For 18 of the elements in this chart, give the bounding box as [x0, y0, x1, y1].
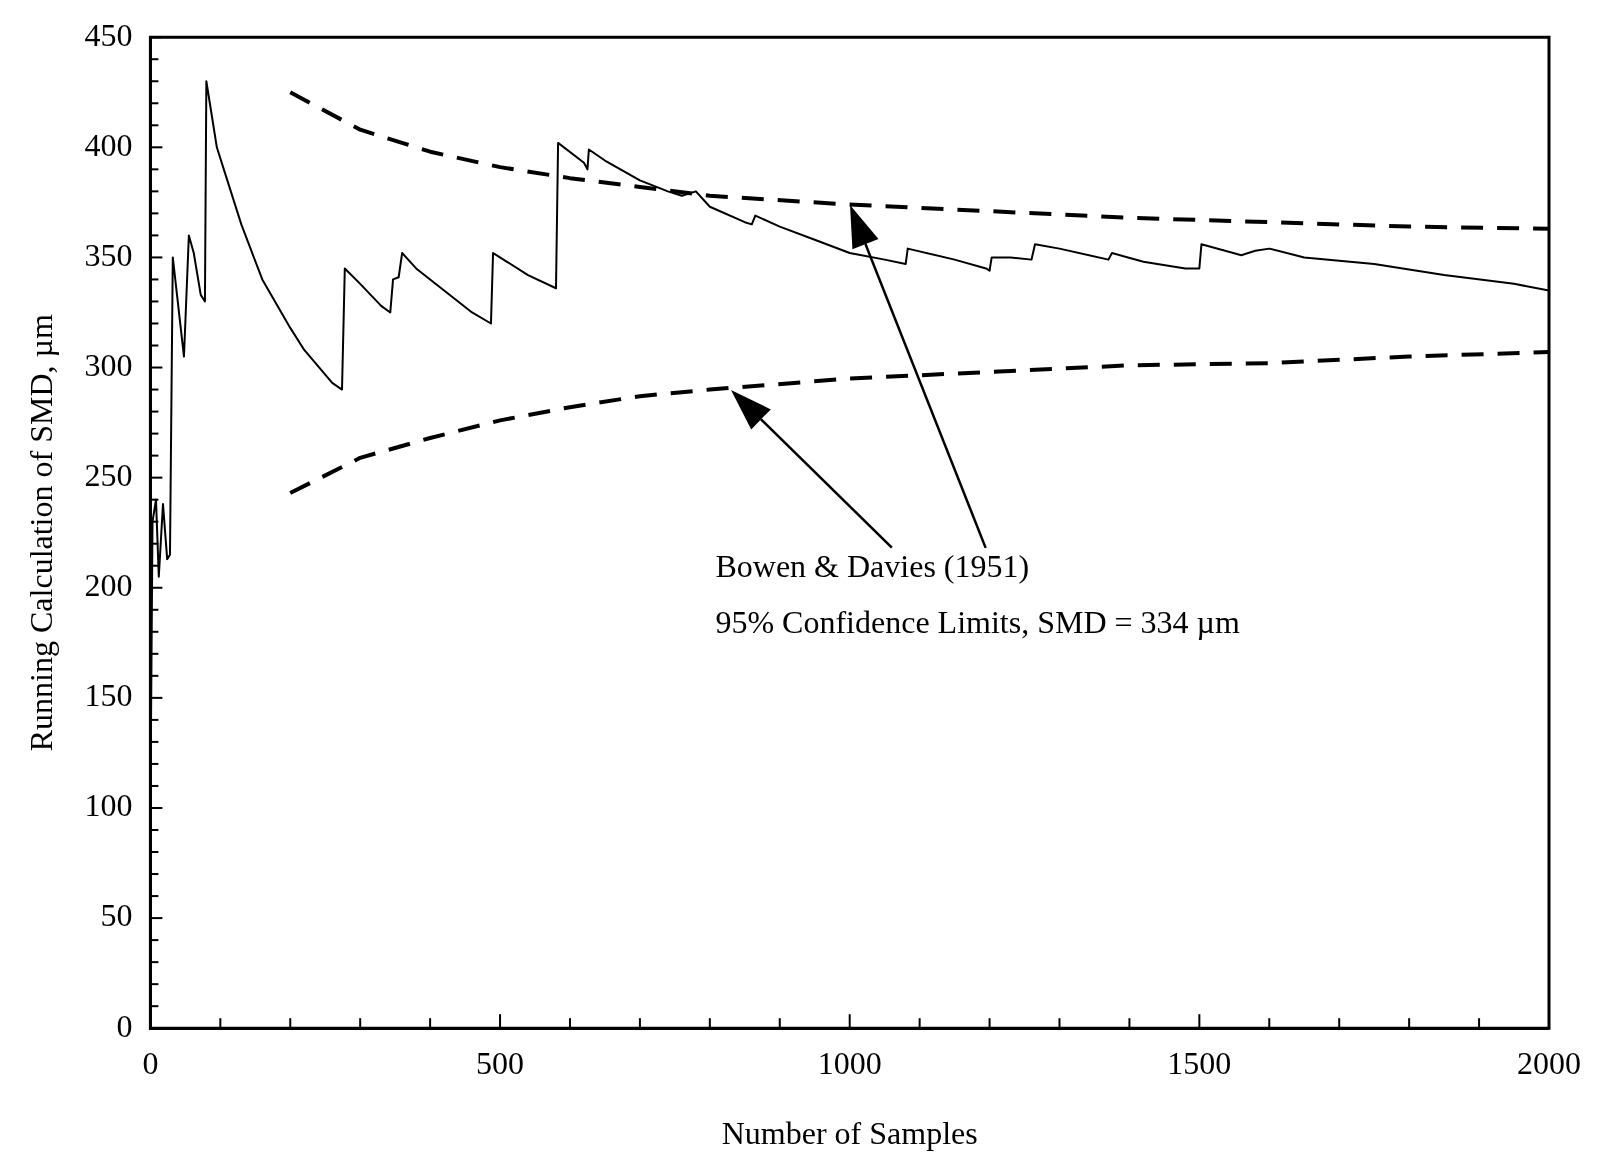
y-tick-label: 250	[84, 457, 133, 494]
x-axis-title: Number of Samples	[721, 1115, 978, 1152]
y-tick-label: 350	[84, 236, 133, 273]
y-tick-label: 400	[84, 126, 133, 163]
y-tick-label: 100	[84, 787, 133, 824]
x-tick-label: 500	[476, 1044, 525, 1081]
x-tick-label: 1000	[817, 1044, 882, 1081]
y-axis-title: Running Calculation of SMD, µm	[22, 314, 59, 752]
y-tick-label: 300	[84, 346, 133, 383]
y-tick-label: 150	[84, 677, 133, 714]
x-tick-label: 1500	[1167, 1044, 1232, 1081]
x-tick-label: 2000	[1517, 1044, 1581, 1081]
x-tick-label: 0	[142, 1044, 159, 1081]
y-tick-label: 200	[84, 567, 133, 604]
annotation: Bowen & Davies (1951) 95% Confidence Limits, SMD = 334 µm	[715, 548, 1240, 641]
y-tick-label: 50	[100, 897, 133, 934]
y-tick-label: 0	[116, 1007, 133, 1044]
y-tick-label: 450	[84, 16, 133, 53]
